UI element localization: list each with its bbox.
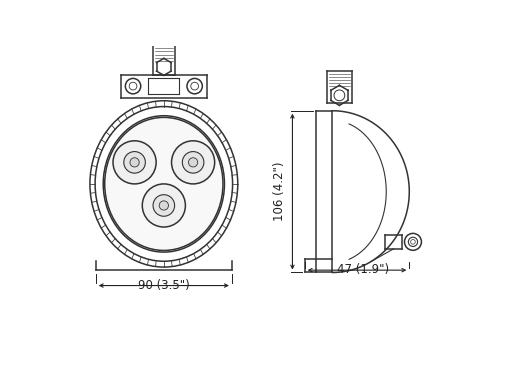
Text: 90 (3.5"): 90 (3.5") (138, 279, 190, 292)
Circle shape (124, 152, 145, 173)
Circle shape (153, 195, 175, 216)
Circle shape (159, 201, 168, 210)
Circle shape (172, 141, 215, 184)
Circle shape (182, 152, 204, 173)
Circle shape (142, 184, 185, 227)
Text: 47 (1.9"): 47 (1.9") (337, 263, 389, 276)
Circle shape (130, 158, 139, 167)
Ellipse shape (104, 118, 223, 250)
Circle shape (188, 158, 198, 167)
Text: 106 (4.2"): 106 (4.2") (273, 162, 286, 221)
Circle shape (113, 141, 156, 184)
